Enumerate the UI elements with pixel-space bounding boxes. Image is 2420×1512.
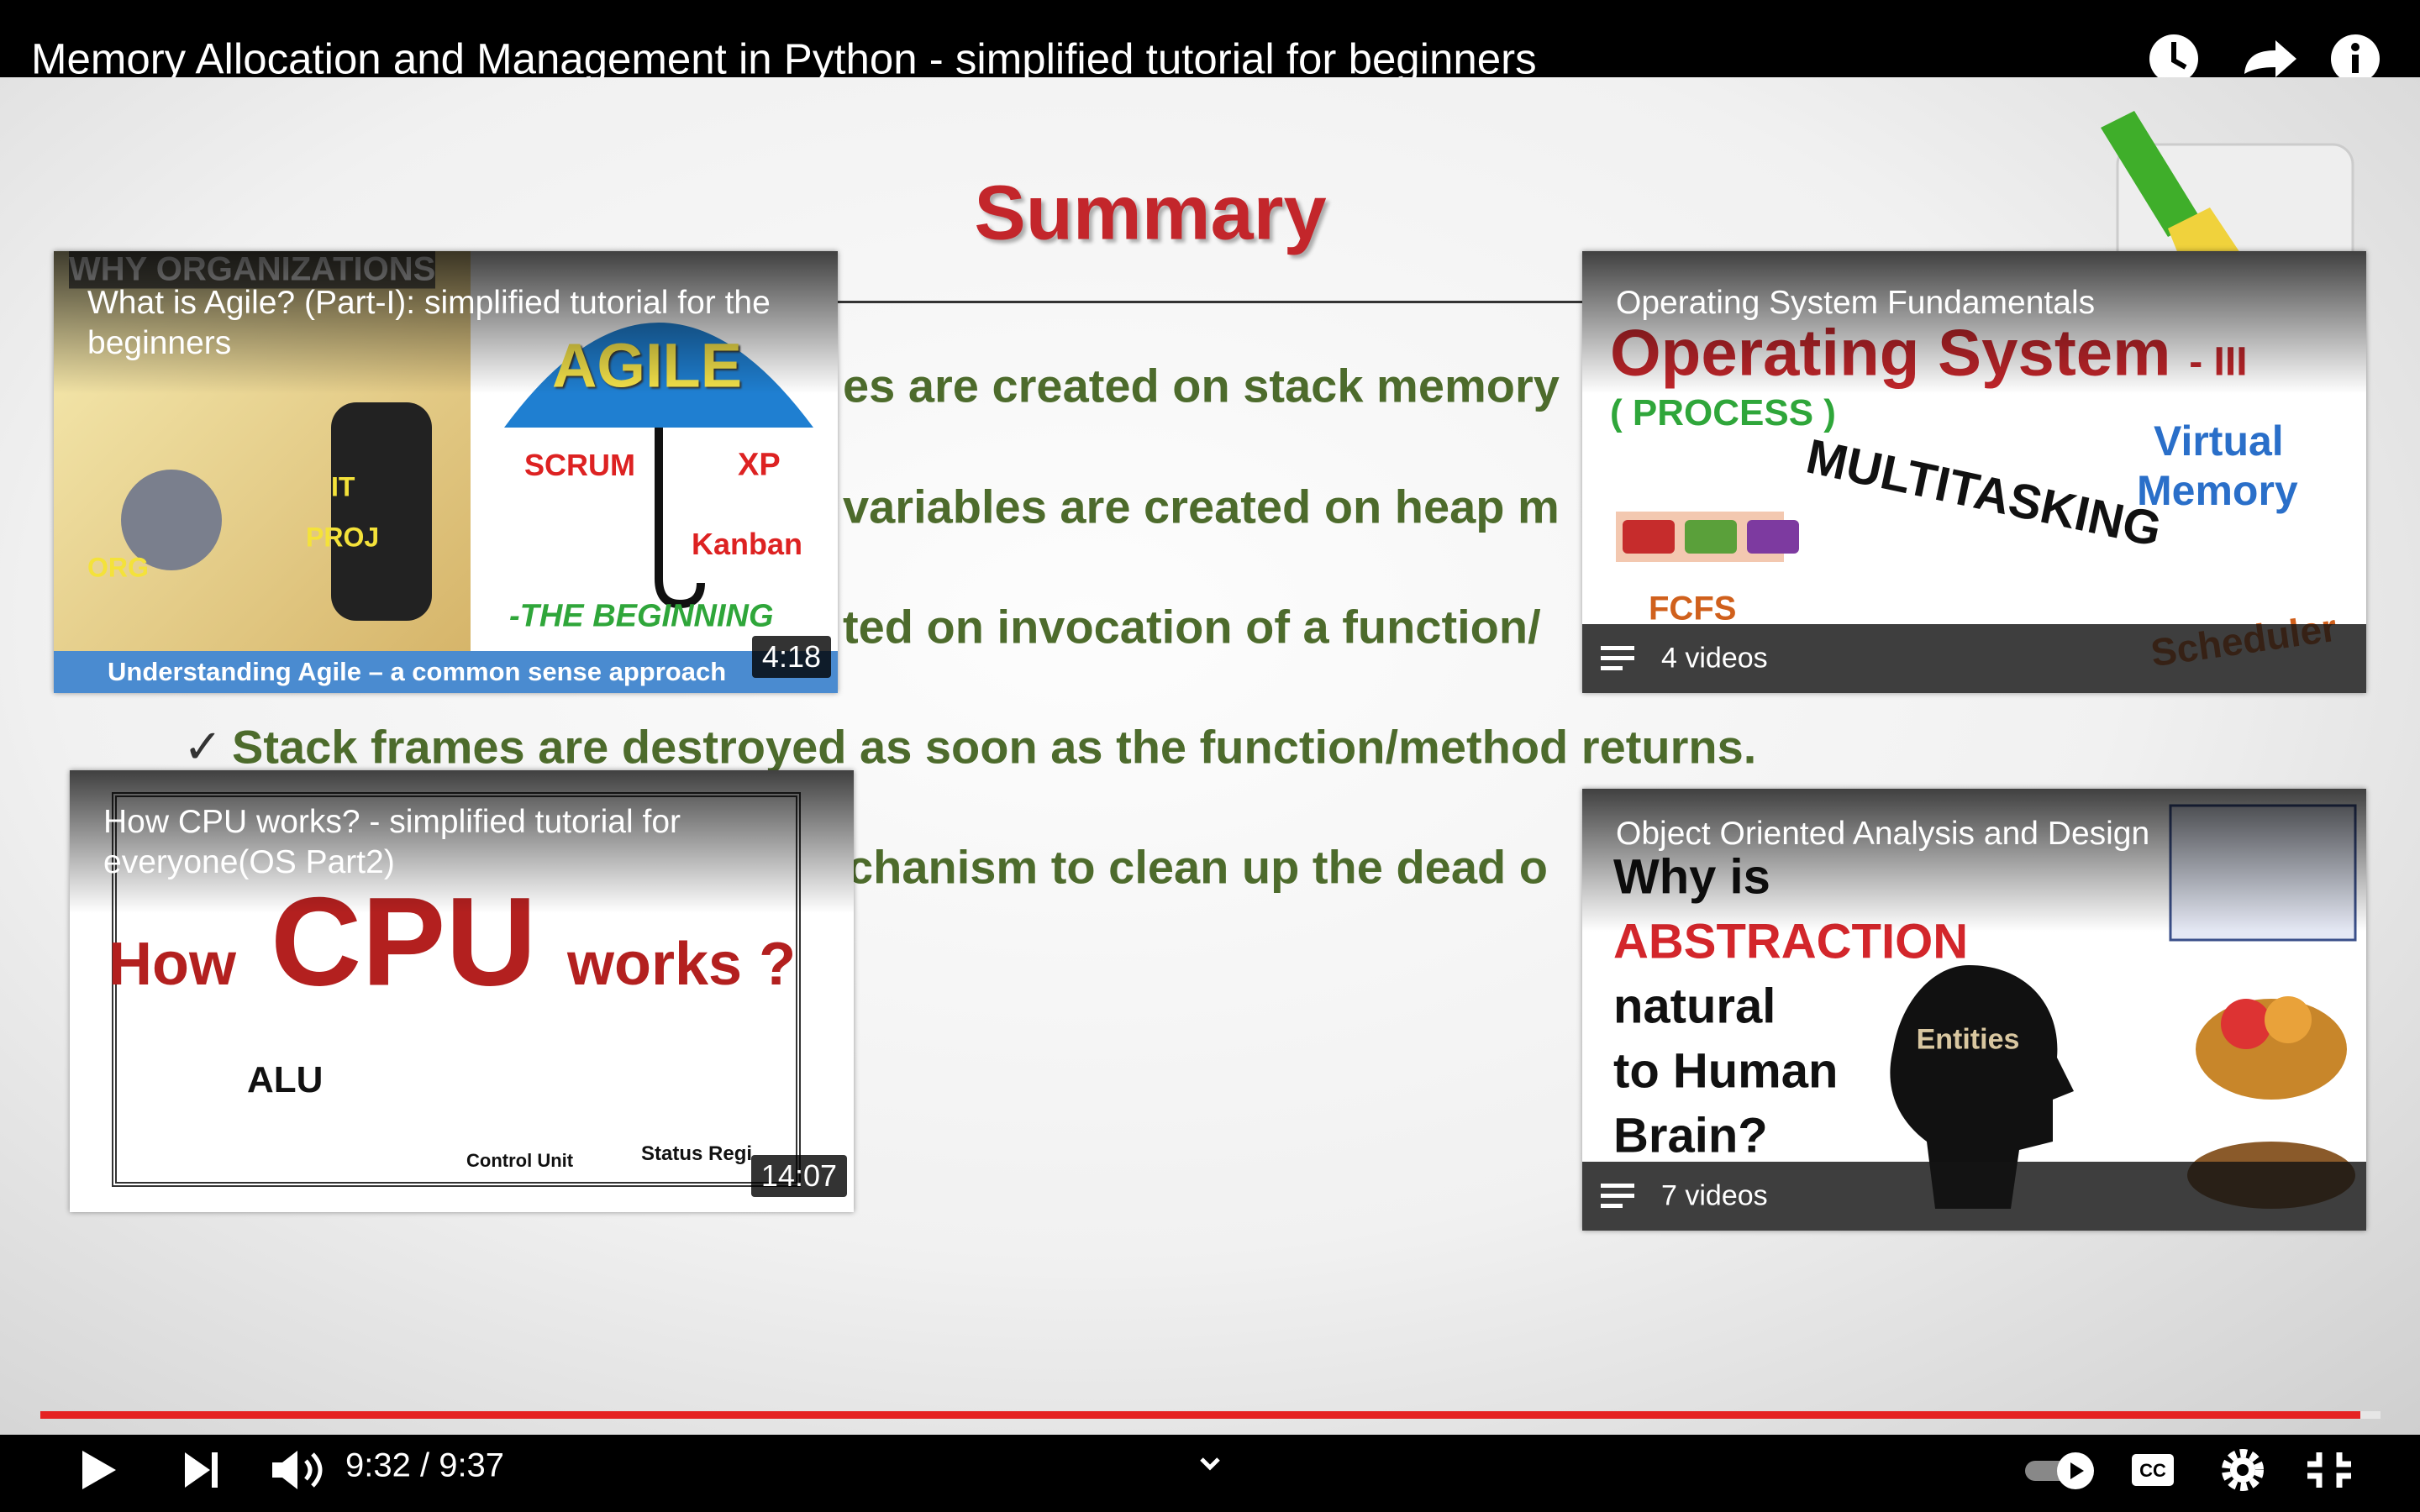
play-button[interactable] bbox=[82, 1451, 116, 1489]
thumb-text: FCFS bbox=[1649, 590, 1737, 627]
process-arrows bbox=[1616, 512, 1799, 562]
brush-icon bbox=[2101, 111, 2354, 270]
thumb-text: Brain? bbox=[1613, 1108, 1768, 1163]
heading-rule bbox=[834, 301, 1582, 303]
video-card[interactable]: WHY ORGANIZATIONS IT PROJ ORG AGILE SCRU… bbox=[54, 251, 838, 693]
playlist-card[interactable]: Why is ABSTRACTION natural to Human Brai… bbox=[1582, 789, 2366, 1231]
video-card[interactable]: How CPU works ? ALU Control Unit Status … bbox=[70, 770, 854, 1212]
volume-button[interactable] bbox=[272, 1451, 323, 1489]
slide-line: es are created on stack memory bbox=[843, 359, 1560, 412]
head-silhouette bbox=[1890, 965, 2074, 1209]
thumb-text: -THE BEGINNING bbox=[509, 598, 774, 634]
video-count: 4 videos bbox=[1661, 642, 1768, 675]
thumb-text: SCRUM bbox=[524, 448, 635, 482]
thumb-text: Entities bbox=[1916, 1023, 2020, 1056]
slide-line: ted on invocation of a function/ bbox=[843, 600, 1541, 654]
duration: 14:07 bbox=[750, 1155, 847, 1197]
thumb-text: Understanding Agile – a common sense app… bbox=[108, 657, 727, 686]
thumb-text: ORG bbox=[87, 552, 149, 583]
playlist-bar: 7 videos bbox=[1582, 1162, 2366, 1231]
thumb-text: Virtual bbox=[2154, 417, 2284, 465]
time-display: 9:32 / 9:37 bbox=[345, 1446, 505, 1484]
card-shade bbox=[1582, 251, 2366, 394]
exit-fullscreen-button[interactable] bbox=[2307, 1452, 2351, 1488]
thumb-text: to Human bbox=[1613, 1043, 1839, 1099]
thumb-text: XP bbox=[738, 447, 781, 483]
svg-text:CC: CC bbox=[2139, 1460, 2166, 1481]
next-button[interactable] bbox=[185, 1452, 218, 1488]
thumb-text: Status Regi bbox=[641, 1142, 753, 1165]
card-title: Operating System Fundamentals bbox=[1616, 285, 2096, 321]
thumb-text: How bbox=[108, 931, 236, 998]
captions-button[interactable]: CC bbox=[2132, 1454, 2174, 1486]
duration: 4:18 bbox=[751, 636, 831, 678]
card-title: Object Oriented Analysis and Design bbox=[1616, 816, 2150, 852]
video-count: 7 videos bbox=[1661, 1179, 1768, 1212]
thumb-text: MULTITASKING bbox=[1802, 428, 2166, 558]
thumb-text: Memory bbox=[2137, 467, 2298, 514]
card-shade bbox=[54, 251, 838, 394]
thumb-strip bbox=[54, 651, 838, 693]
card-title: How CPU works? - simplified tutorial for… bbox=[103, 804, 681, 880]
video-title[interactable]: Memory Allocation and Management in Pyth… bbox=[31, 34, 1537, 83]
autoplay-toggle[interactable] bbox=[2025, 1452, 2094, 1489]
slide-line: Stack frames are destroyed as soon as th… bbox=[232, 720, 1757, 774]
progress-fill bbox=[40, 1411, 2360, 1419]
card-shade bbox=[70, 770, 854, 913]
check-mark: ✓ bbox=[183, 720, 223, 773]
thumb-text: natural bbox=[1613, 979, 1776, 1034]
thumb-text: IT bbox=[331, 471, 355, 502]
info-button[interactable] bbox=[2331, 34, 2380, 83]
share-button[interactable] bbox=[2244, 40, 2296, 77]
controls: CC bbox=[82, 1449, 2351, 1491]
slide-line: chanism to clean up the dead o bbox=[847, 840, 1548, 894]
settings-button[interactable] bbox=[2222, 1449, 2264, 1491]
playlist-icon bbox=[1601, 1184, 1634, 1208]
card-shade bbox=[1582, 789, 2366, 932]
thumb-text: works ? bbox=[567, 931, 797, 998]
card-title: What is Agile? (Part-I): simplified tuto… bbox=[87, 285, 771, 361]
chevron[interactable] bbox=[1200, 1457, 1220, 1471]
thumb-text: PROJ bbox=[306, 522, 380, 553]
slide-line: variables are created on heap m bbox=[843, 480, 1560, 533]
watch-later-button[interactable] bbox=[2149, 34, 2198, 83]
control-bar bbox=[0, 1435, 2420, 1512]
playlist-bar: 4 videos bbox=[1582, 624, 2366, 693]
thumb-text: Kanban bbox=[692, 527, 803, 561]
top-icons bbox=[2149, 34, 2380, 83]
thumb-text: ALU bbox=[247, 1059, 324, 1100]
thumb-text: ( PROCESS ) bbox=[1610, 392, 1836, 433]
slide-heading: Summary bbox=[974, 170, 1327, 256]
thumb-text: Control Unit bbox=[466, 1150, 574, 1171]
playlist-icon bbox=[1601, 646, 1634, 670]
playlist-card[interactable]: Operating System - III ( PROCESS ) MULTI… bbox=[1582, 251, 2366, 693]
